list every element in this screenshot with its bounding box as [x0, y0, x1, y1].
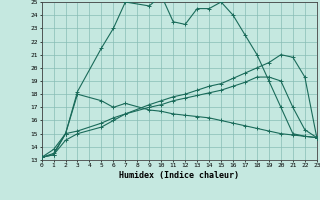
X-axis label: Humidex (Indice chaleur): Humidex (Indice chaleur) [119, 171, 239, 180]
